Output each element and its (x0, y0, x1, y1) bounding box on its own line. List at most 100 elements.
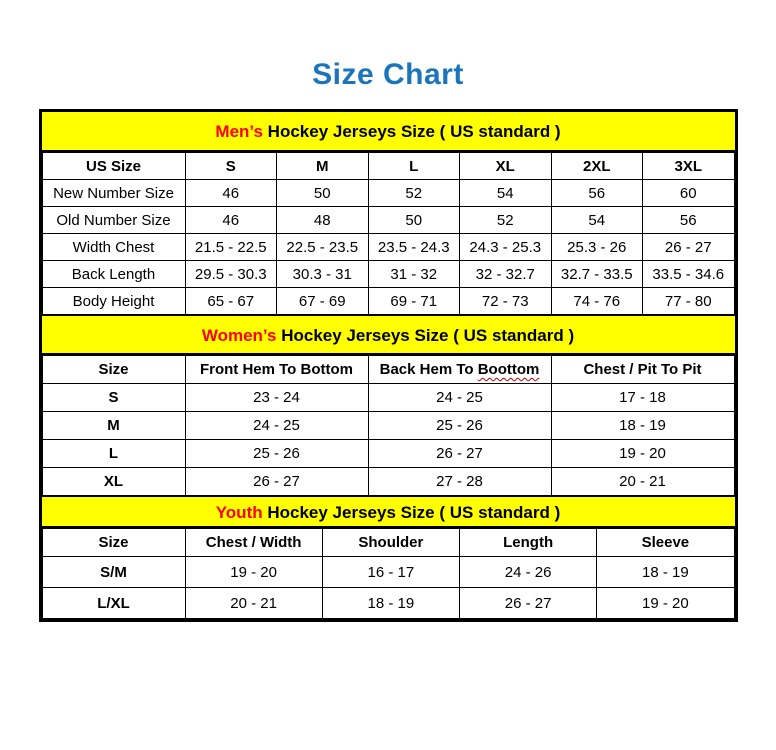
row-label: M (41, 411, 186, 440)
womens-size-table: Size Front Hem To Bottom Back Hem To Boott… (41, 355, 735, 496)
womens-section: Women’s Hockey Jerseys Size ( US standar… (41, 315, 735, 496)
table-row: Back Length 29.5 - 30.3 30.3 - 31 31 - 32 32… (41, 260, 735, 288)
value-cell: 72 - 73 (459, 287, 552, 315)
value-cell: 54 (550, 206, 643, 234)
row-label: L/XL (41, 587, 186, 619)
value-cell: 50 (276, 179, 369, 207)
value-cell: 69 - 71 (367, 287, 460, 315)
value-cell: 29.5 - 30.3 (184, 260, 277, 288)
value-cell: 32.7 - 33.5 (550, 260, 643, 288)
value-cell: 21.5 - 22.5 (184, 233, 277, 261)
row-label: S/M (41, 556, 186, 588)
youth-section: Youth Hockey Jerseys Size ( US standard … (41, 496, 735, 619)
mens-band: Men’s Hockey Jerseys Size ( US standard … (41, 112, 735, 152)
value-cell: 60 (642, 179, 735, 207)
table-row: New Number Size 46 50 52 54 56 60 (41, 179, 735, 207)
value-cell: 50 (367, 206, 460, 234)
column-header: 2XL (550, 152, 643, 180)
row-label: Width Chest (41, 233, 186, 261)
value-cell: 46 (184, 179, 277, 207)
column-header-text: Back Hem To (379, 361, 478, 378)
table-row: Width Chest 21.5 - 22.5 22.5 - 23.5 23.5 - … (41, 233, 735, 261)
value-cell: 67 - 69 (276, 287, 369, 315)
value-cell: 24.3 - 25.3 (459, 233, 552, 261)
header-row: US Size S M L XL 2XL 3XL (41, 152, 735, 180)
value-cell: 26 - 27 (642, 233, 735, 261)
value-cell: 18 - 19 (550, 411, 735, 440)
table-row: M 24 - 25 25 - 26 18 - 19 (41, 411, 735, 440)
table-row: Body Height 65 - 67 67 - 69 69 - 71 72 - 73 7… (41, 287, 735, 315)
column-header: Sleeve (596, 528, 735, 557)
value-cell: 25.3 - 26 (550, 233, 643, 261)
value-cell: 26 - 27 (184, 467, 369, 496)
misspelled-word: Boottom (477, 361, 540, 378)
youth-band-text: Hockey Jerseys Size ( US standard ) (262, 503, 561, 522)
column-header: Front Hem To Bottom (184, 355, 369, 384)
column-header: Chest / Width (184, 528, 323, 557)
mens-section: Men’s Hockey Jerseys Size ( US standard … (41, 112, 735, 315)
row-label: XL (41, 467, 186, 496)
column-header: 3XL (642, 152, 735, 180)
womens-band-accent: Women’s (201, 326, 277, 345)
value-cell: 65 - 67 (184, 287, 277, 315)
table-row: Old Number Size 46 48 50 52 54 56 (41, 206, 735, 234)
value-cell: 31 - 32 (367, 260, 460, 288)
value-cell: 46 (184, 206, 277, 234)
value-cell: 20 - 21 (184, 587, 323, 619)
value-cell: 17 - 18 (550, 383, 735, 412)
column-header: Chest / Pit To Pit (550, 355, 735, 384)
column-header: S (184, 152, 277, 180)
value-cell: 56 (642, 206, 735, 234)
table-row: L 25 - 26 26 - 27 19 - 20 (41, 439, 735, 468)
table-row: XL 26 - 27 27 - 28 20 - 21 (41, 467, 735, 496)
column-header: US Size (41, 152, 186, 180)
row-label: Body Height (41, 287, 186, 315)
value-cell: 19 - 20 (550, 439, 735, 468)
value-cell: 77 - 80 (642, 287, 735, 315)
column-header: L (367, 152, 460, 180)
mens-band-text: Hockey Jerseys Size ( US standard ) (262, 122, 561, 141)
value-cell: 26 - 27 (458, 587, 598, 619)
mens-band-accent: Men’s (215, 122, 263, 141)
page-title: Size Chart (312, 58, 464, 91)
row-label: Old Number Size (41, 206, 186, 234)
value-cell: 54 (459, 179, 552, 207)
row-label: L (41, 439, 186, 468)
value-cell: 32 - 32.7 (459, 260, 552, 288)
row-label: New Number Size (41, 179, 186, 207)
row-label: Back Length (41, 260, 186, 288)
column-header: Length (458, 528, 598, 557)
value-cell: 20 - 21 (550, 467, 735, 496)
value-cell: 26 - 27 (367, 439, 552, 468)
value-cell: 18 - 19 (596, 556, 735, 588)
row-label: S (41, 383, 186, 412)
value-cell: 19 - 20 (184, 556, 323, 588)
youth-band-accent: Youth (215, 503, 263, 522)
column-header: XL (459, 152, 552, 180)
size-chart-tables: Men’s Hockey Jerseys Size ( US standard … (38, 109, 738, 622)
value-cell: 24 - 25 (367, 383, 552, 412)
value-cell: 74 - 76 (550, 287, 643, 315)
table-row: S/M 19 - 20 16 - 17 24 - 26 18 - 19 (41, 556, 735, 588)
value-cell: 19 - 20 (596, 587, 735, 619)
value-cell: 52 (367, 179, 460, 207)
table-row: L/XL 20 - 21 18 - 19 26 - 27 19 - 20 (41, 587, 735, 619)
table-row: S 23 - 24 24 - 25 17 - 18 (41, 383, 735, 412)
value-cell: 23.5 - 24.3 (367, 233, 460, 261)
value-cell: 23 - 24 (184, 383, 369, 412)
column-header: Back Hem To Boottom (367, 355, 552, 384)
column-header: Size (41, 528, 186, 557)
column-header: Size (41, 355, 186, 384)
value-cell: 27 - 28 (367, 467, 552, 496)
value-cell: 52 (459, 206, 552, 234)
mens-size-table: US Size S M L XL 2XL 3XL New Number Size 46 50 52 5… (41, 152, 735, 315)
value-cell: 24 - 25 (184, 411, 369, 440)
column-header: Shoulder (321, 528, 461, 557)
value-cell: 22.5 - 23.5 (276, 233, 369, 261)
header-row: Size Front Hem To Bottom Back Hem To Boott… (41, 355, 735, 384)
youth-size-table: Size Chest / Width Shoulder Length Sleeve S/M… (41, 528, 735, 619)
size-chart-page: Size Chart Men’s Hockey Jerseys Size ( U… (0, 58, 776, 622)
column-header: M (276, 152, 369, 180)
value-cell: 16 - 17 (321, 556, 461, 588)
value-cell: 18 - 19 (321, 587, 461, 619)
